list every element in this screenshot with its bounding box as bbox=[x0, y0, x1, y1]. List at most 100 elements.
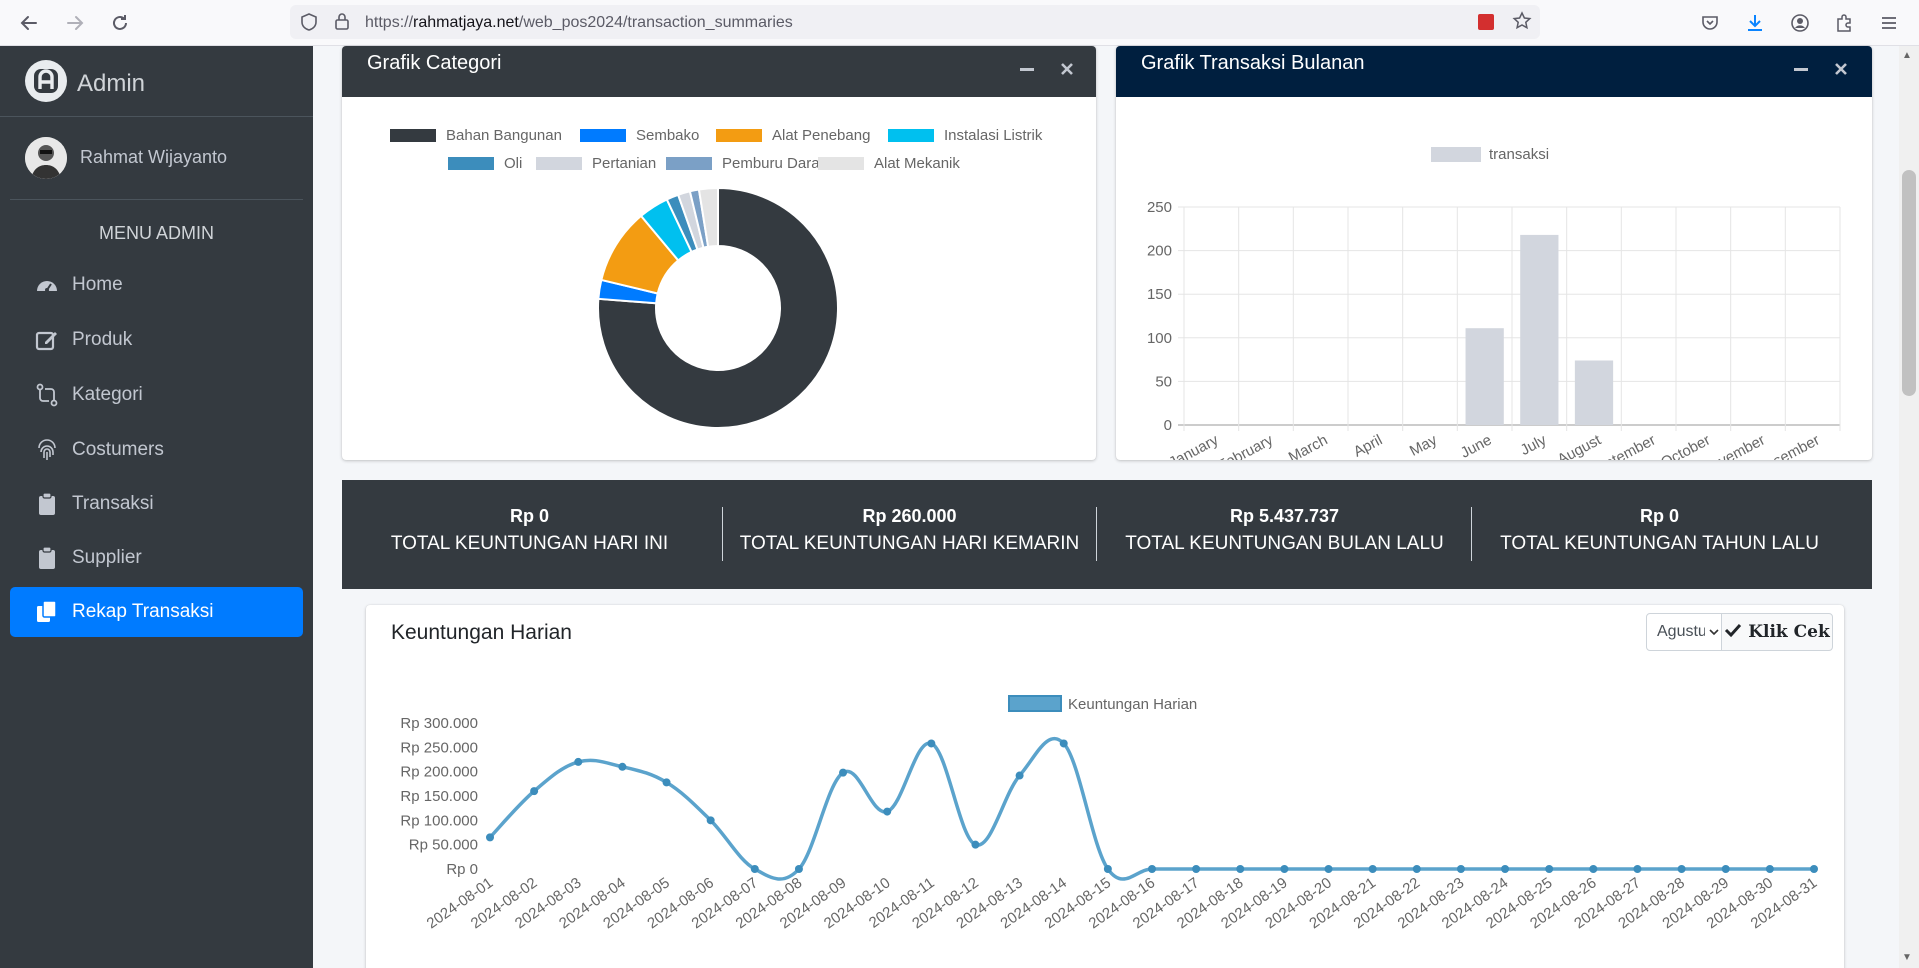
extensions-icon[interactable] bbox=[1829, 8, 1859, 38]
minimize-icon[interactable] bbox=[1016, 58, 1038, 80]
sidebar-item-label: Kategori bbox=[72, 384, 143, 405]
summary-last-month: Rp 5.437.737 TOTAL KEUNTUNGAN BULAN LALU bbox=[1097, 506, 1472, 555]
sidebar-item-rekap-transaksi[interactable]: Rekap Transaksi bbox=[10, 587, 303, 637]
back-icon[interactable] bbox=[14, 8, 44, 38]
sidebar-item-label: Produk bbox=[72, 329, 133, 350]
check-button[interactable]: Klik Cek bbox=[1721, 613, 1833, 651]
minimize-icon[interactable] bbox=[1790, 58, 1812, 80]
brand-link[interactable]: Admin bbox=[0, 46, 313, 117]
scroll-down-icon[interactable]: ▼ bbox=[1902, 952, 1912, 963]
download-icon[interactable] bbox=[1740, 8, 1770, 38]
legend-swatch bbox=[536, 157, 582, 170]
month-select[interactable]: Agustus bbox=[1646, 613, 1722, 651]
data-point bbox=[618, 762, 627, 771]
legend-swatch bbox=[390, 129, 436, 142]
data-point bbox=[1015, 771, 1024, 780]
data-point bbox=[750, 865, 759, 873]
sidebar-item-label: Costumers bbox=[72, 439, 164, 460]
fingerprint-icon bbox=[34, 437, 60, 463]
summary-yesterday: Rp 260.000 TOTAL KEUNTUNGAN HARI KEMARIN bbox=[722, 506, 1097, 555]
y-tick-label: Rp 200.000 bbox=[400, 764, 478, 781]
divider bbox=[722, 507, 723, 561]
card-grafik-categori: Grafik Categori Bahan Bangunan Sembako Ala… bbox=[342, 46, 1096, 460]
sidebar-item-produk[interactable]: Produk bbox=[10, 315, 303, 365]
legend-swatch bbox=[888, 129, 934, 142]
pocket-icon[interactable] bbox=[1695, 8, 1725, 38]
y-tick-label: 250 bbox=[1147, 199, 1172, 216]
legend-label: Pemburu Darat bbox=[722, 155, 825, 172]
data-point bbox=[1412, 865, 1421, 873]
check-icon bbox=[1724, 622, 1742, 643]
data-point bbox=[794, 865, 803, 873]
data-point bbox=[1589, 865, 1598, 873]
profit-summary-bar: Rp 0 TOTAL KEUNTUNGAN HARI INI Rp 260.00… bbox=[342, 480, 1872, 589]
doughnut-slice bbox=[597, 186, 839, 429]
scroll-up-icon[interactable]: ▲ bbox=[1902, 50, 1912, 61]
bar bbox=[1574, 360, 1614, 425]
user-name[interactable]: Rahmat Wijayanto bbox=[80, 147, 228, 167]
data-point bbox=[1368, 865, 1377, 873]
legend-label: Bahan Bangunan bbox=[446, 127, 562, 144]
category-doughnut-chart: Bahan Bangunan Sembako Alat Penebang Instal… bbox=[390, 127, 1043, 429]
data-point bbox=[1545, 865, 1554, 873]
summary-label: TOTAL KEUNTUNGAN TAHUN LALU bbox=[1500, 533, 1819, 554]
data-point bbox=[1721, 865, 1730, 873]
divider bbox=[1096, 507, 1097, 561]
sidebar-item-home[interactable]: Home bbox=[10, 260, 303, 310]
close-icon[interactable] bbox=[1056, 58, 1078, 80]
data-point bbox=[1456, 865, 1465, 873]
bar bbox=[1520, 234, 1559, 425]
data-point bbox=[574, 757, 583, 766]
daily-profit-line-chart: Keuntungan Harian Rp 0 Rp 50.000 Rp 100.000… bbox=[400, 695, 1820, 932]
sidebar-item-label: Supplier bbox=[72, 547, 142, 568]
y-tick-label: 200 bbox=[1147, 243, 1172, 260]
legend-swatch bbox=[716, 129, 762, 142]
summary-today: Rp 0 TOTAL KEUNTUNGAN HARI INI bbox=[342, 506, 717, 555]
sidebar-item-transaksi[interactable]: Transaksi bbox=[10, 479, 303, 529]
brand-text: Admin bbox=[77, 70, 146, 97]
lock-icon[interactable] bbox=[334, 12, 350, 35]
scrollbar-thumb[interactable] bbox=[1902, 170, 1916, 396]
account-icon[interactable] bbox=[1785, 8, 1815, 38]
summary-label: TOTAL KEUNTUNGAN BULAN LALU bbox=[1125, 533, 1444, 554]
legend-swatch bbox=[1008, 695, 1062, 712]
card-header: Grafik Transaksi Bulanan bbox=[1116, 46, 1872, 97]
x-tick-label: July bbox=[1518, 431, 1550, 459]
url-bar[interactable]: https://rahmatjaya.net/web_pos2024/trans… bbox=[290, 5, 1540, 39]
card-title: Grafik Categori bbox=[367, 52, 502, 74]
sidebar-item-costumers[interactable]: Costumers bbox=[10, 425, 303, 475]
shield-icon[interactable] bbox=[300, 13, 318, 36]
user-panel[interactable]: Rahmat Wijayanto bbox=[0, 117, 313, 200]
data-point bbox=[706, 816, 715, 825]
data-point bbox=[662, 778, 671, 787]
forward-icon[interactable] bbox=[60, 8, 90, 38]
sidebar-item-label: Rekap Transaksi bbox=[72, 601, 214, 622]
menu-icon[interactable] bbox=[1874, 8, 1904, 38]
data-point bbox=[1192, 865, 1201, 873]
card-grafik-transaksi-bulanan: Grafik Transaksi Bulanan transaksi 0 50 100… bbox=[1116, 46, 1872, 460]
bookmark-star-icon[interactable] bbox=[1512, 11, 1532, 36]
data-point bbox=[1765, 865, 1774, 873]
divider bbox=[1471, 507, 1472, 561]
data-point bbox=[530, 787, 539, 796]
y-tick-label: Rp 250.000 bbox=[400, 739, 478, 756]
clipboard-icon bbox=[34, 491, 60, 517]
x-tick-label: May bbox=[1407, 431, 1440, 460]
card-title: Keuntungan Harian bbox=[391, 621, 572, 644]
sidebar-item-kategori[interactable]: Kategori bbox=[10, 370, 303, 420]
y-tick-label: Rp 100.000 bbox=[400, 812, 478, 829]
data-point bbox=[1501, 865, 1510, 873]
legend-label: Keuntungan Harian bbox=[1068, 696, 1197, 713]
close-icon[interactable] bbox=[1830, 58, 1852, 80]
edit-icon bbox=[34, 327, 60, 353]
summary-last-year: Rp 0 TOTAL KEUNTUNGAN TAHUN LALU bbox=[1472, 506, 1847, 555]
data-point bbox=[1059, 739, 1068, 748]
legend-label: Alat Mekanik bbox=[874, 155, 960, 172]
sidebar-item-supplier[interactable]: Supplier bbox=[10, 533, 303, 583]
legend-label: Sembako bbox=[636, 127, 699, 144]
pdf-extension-icon[interactable] bbox=[1478, 14, 1494, 30]
reload-icon[interactable] bbox=[105, 8, 135, 38]
data-point bbox=[1324, 865, 1333, 873]
url-text[interactable]: https://rahmatjaya.net/web_pos2024/trans… bbox=[365, 14, 793, 31]
chevron-down-icon bbox=[1709, 623, 1719, 641]
